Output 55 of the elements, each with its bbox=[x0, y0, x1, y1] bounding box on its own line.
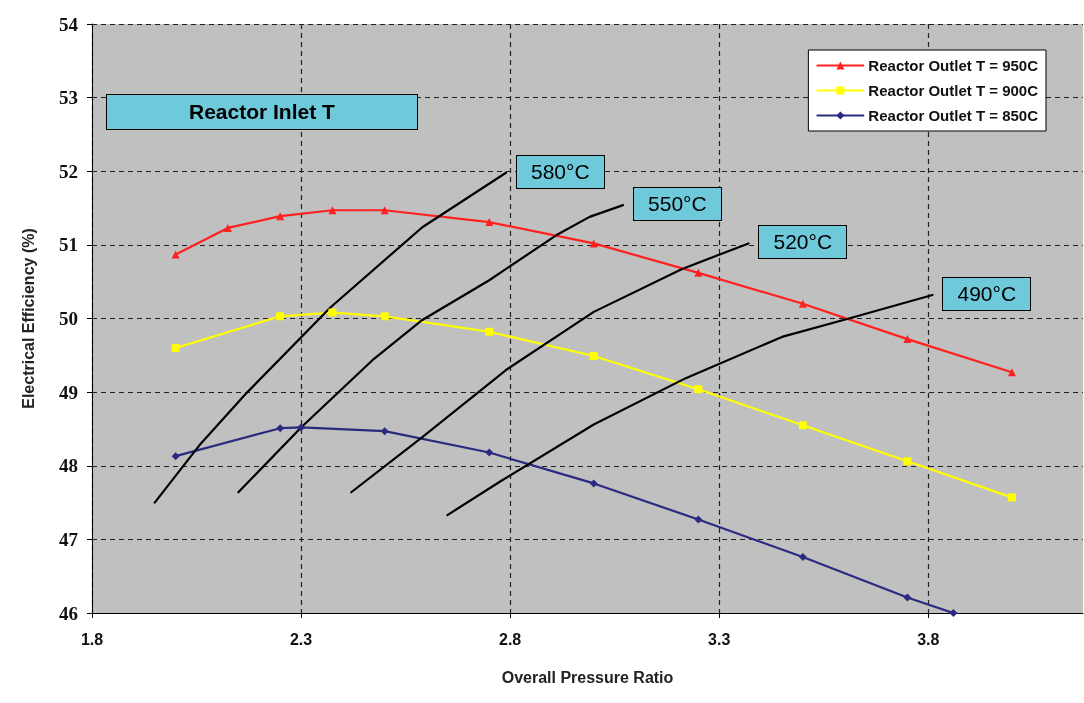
point bbox=[485, 327, 494, 336]
line-series bbox=[237, 204, 625, 494]
point bbox=[297, 423, 306, 432]
point bbox=[380, 427, 389, 436]
point bbox=[949, 609, 958, 617]
legend-label: Reactor Outlet T = 900C bbox=[868, 82, 1039, 99]
y-tick-label: 51 bbox=[59, 234, 78, 256]
point bbox=[380, 312, 389, 321]
annotation: 520°C bbox=[758, 225, 848, 260]
point bbox=[171, 452, 180, 461]
point bbox=[328, 308, 337, 317]
point bbox=[798, 553, 807, 562]
y-tick-label: 52 bbox=[59, 160, 78, 182]
y-tick-label: 48 bbox=[59, 455, 78, 477]
point bbox=[903, 457, 912, 466]
y-tick-label: 49 bbox=[59, 381, 78, 403]
annotation: 580°C bbox=[515, 154, 605, 189]
point bbox=[171, 343, 180, 352]
y-tick-label: 50 bbox=[59, 308, 78, 329]
point bbox=[694, 385, 703, 394]
point bbox=[223, 223, 232, 232]
x-tick-label: 2.8 bbox=[499, 630, 522, 648]
point bbox=[798, 299, 807, 308]
x-tick-label: 3.3 bbox=[708, 630, 731, 648]
line-series bbox=[350, 242, 750, 494]
point bbox=[276, 212, 285, 221]
legend-label: Reactor Outlet T = 950C bbox=[868, 57, 1039, 74]
point bbox=[1007, 493, 1016, 502]
y-tick-label: 54 bbox=[59, 13, 79, 35]
legend-label: Reactor Outlet T = 850C bbox=[868, 107, 1039, 124]
point bbox=[589, 479, 598, 488]
y-tick-label: 47 bbox=[59, 528, 79, 550]
x-tick-label: 2.3 bbox=[289, 630, 313, 648]
annotation: 550°C bbox=[633, 187, 722, 222]
x-tick-label: 1.8 bbox=[80, 630, 104, 648]
y-axis-title: Electrical Efficiency (%) bbox=[19, 228, 37, 409]
annotation: 490°C bbox=[942, 276, 1032, 311]
point bbox=[694, 515, 703, 524]
point bbox=[589, 352, 598, 361]
line-series bbox=[153, 171, 508, 504]
y-tick-label: 46 bbox=[59, 602, 78, 624]
x-axis-title: Overall Pressure Ratio bbox=[501, 668, 674, 686]
x-tick-label: 3.8 bbox=[917, 630, 940, 648]
point bbox=[903, 593, 912, 602]
point bbox=[328, 206, 337, 215]
point bbox=[485, 448, 494, 457]
line-series bbox=[446, 293, 934, 517]
y-tick-label: 53 bbox=[59, 87, 78, 109]
point bbox=[694, 268, 703, 277]
text-box: Reactor Inlet T bbox=[106, 94, 418, 130]
point bbox=[1007, 368, 1016, 377]
point bbox=[276, 424, 285, 433]
point bbox=[903, 335, 912, 344]
point bbox=[798, 421, 807, 430]
point bbox=[276, 312, 285, 321]
